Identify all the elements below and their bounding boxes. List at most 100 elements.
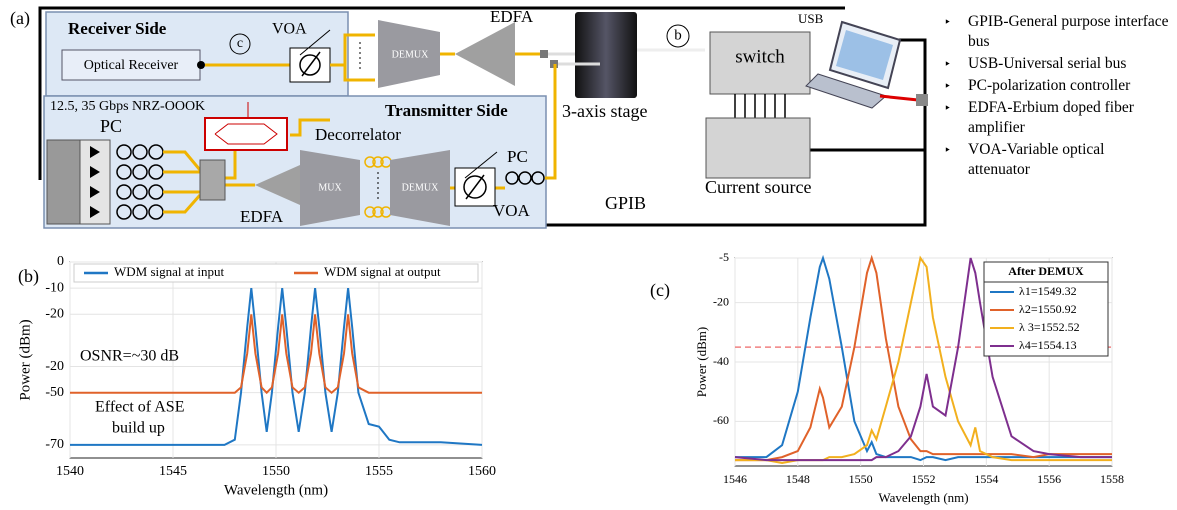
y-tick-label: -40 xyxy=(713,354,729,368)
edfa-label: EDFA xyxy=(490,7,534,26)
x-tick-label: 1540 xyxy=(56,464,84,479)
voa-arrow xyxy=(299,29,331,56)
panel-label: (c) xyxy=(650,280,670,301)
series-line xyxy=(735,254,1112,462)
switch-label: switch xyxy=(735,46,785,67)
laser-diodes xyxy=(90,146,100,218)
legend-label: λ1=1549.32 xyxy=(1019,284,1077,298)
port xyxy=(197,61,205,69)
y-axis-label: Power (dBm) xyxy=(17,319,33,400)
x-tick-label: 1548 xyxy=(786,472,810,486)
voa-label: VOA xyxy=(272,21,307,38)
x-tick-label: 1558 xyxy=(1100,472,1124,486)
y-tick-label: -20 xyxy=(713,294,729,308)
pc-label: PC xyxy=(507,147,528,166)
series-line xyxy=(70,314,482,395)
x-tick-label: 1550 xyxy=(849,472,873,486)
optical-receiver xyxy=(61,49,201,81)
y-tick-label: -10 xyxy=(45,280,64,295)
laser-array xyxy=(46,139,81,225)
pc-coils xyxy=(505,171,545,185)
y-tick-label: -70 xyxy=(45,437,64,452)
legend-label: WDM signal at output xyxy=(324,264,441,279)
marker-label: b xyxy=(674,27,682,43)
glossary: GPIB-General purpose interface busUSB-Un… xyxy=(940,12,1170,182)
legend-label: λ4=1554.13 xyxy=(1019,338,1077,352)
x-tick-label: 1554 xyxy=(974,472,998,486)
legend-label: λ2=1550.92 xyxy=(1019,302,1077,316)
glossary-item: USB-Universal serial bus xyxy=(940,54,1170,74)
y-tick-label: -20 xyxy=(45,306,64,321)
y-tick-label: -60 xyxy=(713,413,729,427)
stage-label: 3-axis stage xyxy=(562,101,647,121)
pc-label: PC xyxy=(100,116,122,136)
modulator-arms xyxy=(214,123,278,145)
glossary-item: GPIB-General purpose interface bus xyxy=(940,12,1170,52)
panel-label: (a) xyxy=(10,8,30,29)
current-source xyxy=(705,117,811,179)
control-wire xyxy=(38,6,845,180)
legend-label: λ 3=1552.52 xyxy=(1019,320,1080,334)
annotation: build up xyxy=(112,420,165,437)
glossary-item: EDFA-Erbium doped fiber amplifier xyxy=(940,98,1170,138)
legend-title: After DEMUX xyxy=(1008,264,1084,278)
connector xyxy=(916,94,928,106)
marker-label: c xyxy=(237,36,243,51)
x-tick-label: 1546 xyxy=(723,472,747,486)
voa-symbol xyxy=(465,174,485,200)
demux xyxy=(390,150,450,226)
decorrelator-label: Decorrelator xyxy=(315,125,401,144)
demux-label: DEMUX xyxy=(392,49,429,60)
y-tick-label: -50 xyxy=(45,385,64,400)
x-tick-label: 1550 xyxy=(262,464,290,479)
legend-label: WDM signal at input xyxy=(114,264,225,279)
fiber xyxy=(343,65,375,82)
y-tick-label: 0 xyxy=(57,254,64,269)
transmitter-title: Transmitter Side xyxy=(385,101,508,120)
cable xyxy=(879,94,919,102)
x-tick-label: 1560 xyxy=(468,464,496,479)
x-axis-label: Wavelength (nm) xyxy=(224,482,328,498)
laptop-keyboard xyxy=(805,73,888,109)
y-axis-label: Power (dBm) xyxy=(694,327,709,397)
marker xyxy=(666,24,690,48)
voa-symbol xyxy=(299,54,321,76)
annotation: OSNR=~30 dB xyxy=(80,348,179,365)
fiber xyxy=(330,33,375,67)
voa-symbol xyxy=(463,175,487,199)
switch-cables xyxy=(734,94,786,118)
x-tick-label: 1555 xyxy=(365,464,393,479)
edfa xyxy=(455,22,515,86)
edfa-label: EDFA xyxy=(240,207,284,226)
current-source-label: Current source xyxy=(705,177,811,197)
legend-box xyxy=(73,263,479,283)
x-axis-label: Wavelength (nm) xyxy=(878,490,968,505)
mux xyxy=(300,150,360,226)
demux-label: DEMUX xyxy=(402,182,439,193)
delay-coils xyxy=(364,156,392,218)
laptop-display xyxy=(836,30,893,80)
combiner xyxy=(199,159,226,201)
mux-label: MUX xyxy=(318,182,342,193)
glossary-item: VOA-Variable optical attenuator xyxy=(940,140,1170,180)
modulator xyxy=(204,117,288,151)
voa-label: VOA xyxy=(493,201,531,220)
voa-arrow xyxy=(464,151,498,179)
fiber xyxy=(163,64,557,214)
series-line xyxy=(734,257,1112,462)
receiver-title: Receiver Side xyxy=(68,19,167,38)
x-tick-label: 1545 xyxy=(159,464,187,479)
stage xyxy=(575,12,637,98)
gpib-label: GPIB xyxy=(605,193,646,213)
usb-label: USB xyxy=(798,11,824,26)
y-tick-label: -5 xyxy=(719,250,729,264)
y-tick-label: -20 xyxy=(45,359,64,374)
series-line xyxy=(70,287,483,446)
marker xyxy=(229,33,251,55)
signal-label: 12.5, 35 Gbps NRZ-OOOK xyxy=(50,99,205,114)
edfa xyxy=(255,165,300,205)
x-tick-label: 1552 xyxy=(912,472,936,486)
voa-symbol xyxy=(301,51,321,77)
